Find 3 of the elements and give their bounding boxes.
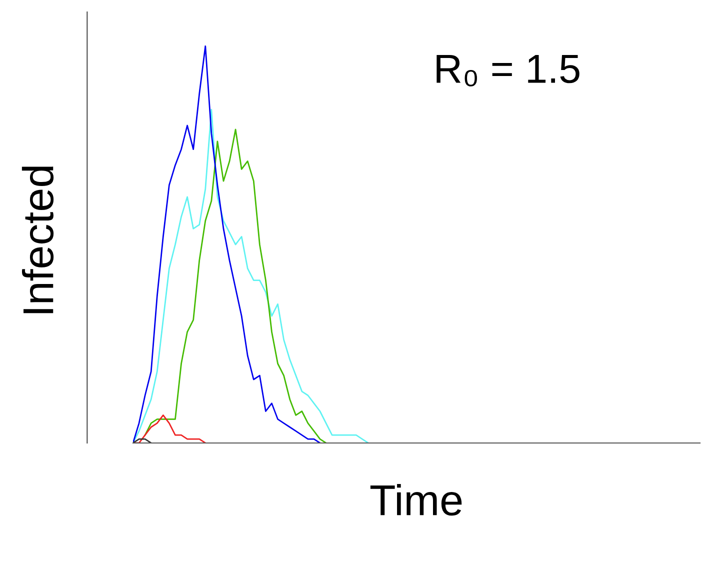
y-axis-title: Infected bbox=[22, 166, 54, 314]
x-axis-title: Time bbox=[370, 484, 462, 516]
annotation: R₀ = 1.5 bbox=[436, 55, 580, 86]
